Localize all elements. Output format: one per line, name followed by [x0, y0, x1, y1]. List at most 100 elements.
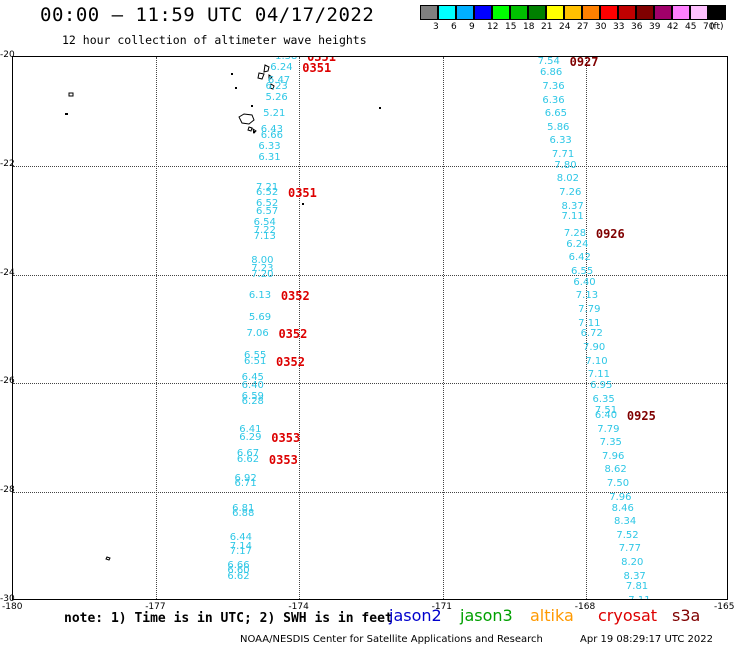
gridline-vertical [585, 57, 587, 599]
wave-height-label: 5.21 [263, 108, 286, 120]
wave-height-label: 7.90 [582, 342, 606, 354]
color-scale-swatch [672, 5, 690, 20]
wave-height-label: 6.29 [239, 431, 262, 443]
color-scale-label: 12 [487, 22, 499, 32]
island-shape [68, 92, 74, 97]
color-scale-swatch [618, 5, 636, 20]
island-dot [231, 73, 233, 75]
wave-height-label: 6.71 [234, 478, 257, 490]
wave-height-label: 6.24 [270, 61, 293, 73]
wave-height-label: 7.96 [602, 450, 625, 462]
color-scale-swatch [438, 5, 456, 20]
pass-time-label: 0925 [626, 409, 656, 424]
island-dot [65, 113, 68, 115]
color-scale-label: 24 [559, 22, 571, 32]
wave-height-label: 7.80 [554, 159, 577, 171]
wave-height-label: 6.55 [571, 265, 594, 277]
wave-height-label: 7.11 [628, 596, 650, 600]
color-scale-swatch [636, 5, 654, 20]
color-scale-swatch [492, 5, 510, 20]
gridline-horizontal [13, 274, 727, 276]
wave-height-label: 7.54 [537, 56, 560, 68]
color-scale-swatch [564, 5, 582, 20]
wave-height-label: 7.35 [599, 437, 622, 449]
wave-height-label: 7.13 [253, 230, 276, 242]
color-scale-swatch [456, 5, 474, 20]
wave-height-label: 6.54 [253, 216, 276, 228]
wave-height-label: 6.33 [258, 140, 281, 152]
satellite-name-jason3: jason3 [460, 606, 513, 625]
units-note: note: 1) Time is in UTC; 2) SWH is in fe… [64, 611, 393, 626]
wave-height-label: 6.40 [241, 380, 264, 392]
latitude-tick-label: -30 [0, 594, 15, 604]
wave-height-label: 7.36 [542, 80, 565, 92]
wave-height-label: 7.51 [594, 404, 618, 416]
wave-height-label: 8.37 [561, 200, 584, 212]
island-shape [263, 64, 270, 73]
pass-time-label: 0351 [307, 56, 336, 64]
color-scale-label: (ft) [710, 22, 724, 32]
color-scale-swatch [420, 5, 438, 20]
gridline-vertical [156, 57, 158, 599]
wave-height-label: 7.79 [597, 423, 620, 435]
color-scale-label: 3 [433, 22, 439, 32]
color-scale-label: 9 [469, 22, 475, 32]
generated-timestamp: Apr 19 08:29:17 UTC 2022 [580, 634, 713, 645]
wave-height-label: 8.02 [556, 173, 579, 185]
color-scale-swatch [582, 5, 600, 20]
island-dot [251, 105, 253, 107]
pass-time-label: 0351 [302, 60, 332, 75]
color-scale-label: 21 [541, 22, 553, 32]
color-scale-label: 39 [649, 22, 661, 32]
color-scale-swatch [546, 5, 564, 20]
wave-height-label: 6.40 [594, 410, 618, 422]
map-plot-area[interactable]: 1.38 6.24 6.47 6.23 5.26 5.21 6.43 6.66 6.33 6.31… [12, 56, 728, 600]
wave-height-label: 6.42 [568, 252, 591, 264]
wave-height-label: 8.46 [611, 502, 634, 514]
wave-height-label: 8.00 [251, 255, 274, 266]
pass-time-label: 0352 [276, 354, 305, 369]
color-scale-label: 36 [631, 22, 643, 32]
longitude-tick-label: -165 [714, 602, 735, 612]
wave-height-label: 6.66 [227, 559, 250, 571]
longitude-tick-label: -177 [145, 602, 166, 612]
gridline-vertical [299, 57, 301, 599]
wave-height-label: 7.17 [229, 546, 252, 558]
wave-height-label: 6.81 [232, 502, 255, 514]
color-scale-swatch [528, 5, 546, 20]
satellite-name-cryosat: cryosat [598, 606, 658, 625]
wave-height-label: 6.52 [255, 197, 279, 209]
wave-height-label: 6.35 [592, 393, 615, 405]
color-scale-swatch [690, 5, 708, 20]
pass-time-label: 0926 [595, 226, 625, 241]
island-shape [247, 126, 253, 132]
wave-height-label: 8.34 [613, 516, 637, 528]
wave-height-label: 6.24 [566, 238, 589, 250]
island-dot [253, 131, 255, 133]
wave-height-label: 7.21 [255, 181, 279, 193]
color-scale-swatch [474, 5, 492, 20]
color-scale-swatch [654, 5, 672, 20]
wave-height-label: 6.72 [580, 328, 603, 340]
wave-height-label: 7.28 [563, 227, 587, 239]
wave-height-label: 6.62 [236, 453, 260, 465]
island-shape [257, 72, 265, 80]
wave-height-label: 6.86 [540, 67, 563, 79]
color-scale-label: 15 [505, 22, 517, 32]
wave-height-label: 6.40 [573, 276, 596, 288]
wave-height-label: 6.95 [590, 380, 613, 392]
wave-height-label: 7.13 [575, 290, 599, 302]
island-dot [235, 87, 237, 89]
pass-time-label: 0352 [280, 289, 310, 304]
color-scale-label: 30 [595, 22, 607, 32]
wave-height-label: 6.33 [549, 135, 572, 147]
wave-height-label: 8.62 [604, 464, 627, 476]
pass-time-label: 0927 [569, 56, 599, 70]
wave-height-label: 6.62 [227, 570, 250, 582]
pass-time-label: 0352 [278, 327, 308, 342]
wave-height-label: 6.51 [244, 355, 267, 367]
island-shape [268, 74, 273, 82]
wave-height-label: 7.50 [606, 478, 630, 490]
wave-height-label: 7.11 [578, 317, 601, 329]
wave-height-label: 6.36 [542, 94, 565, 106]
